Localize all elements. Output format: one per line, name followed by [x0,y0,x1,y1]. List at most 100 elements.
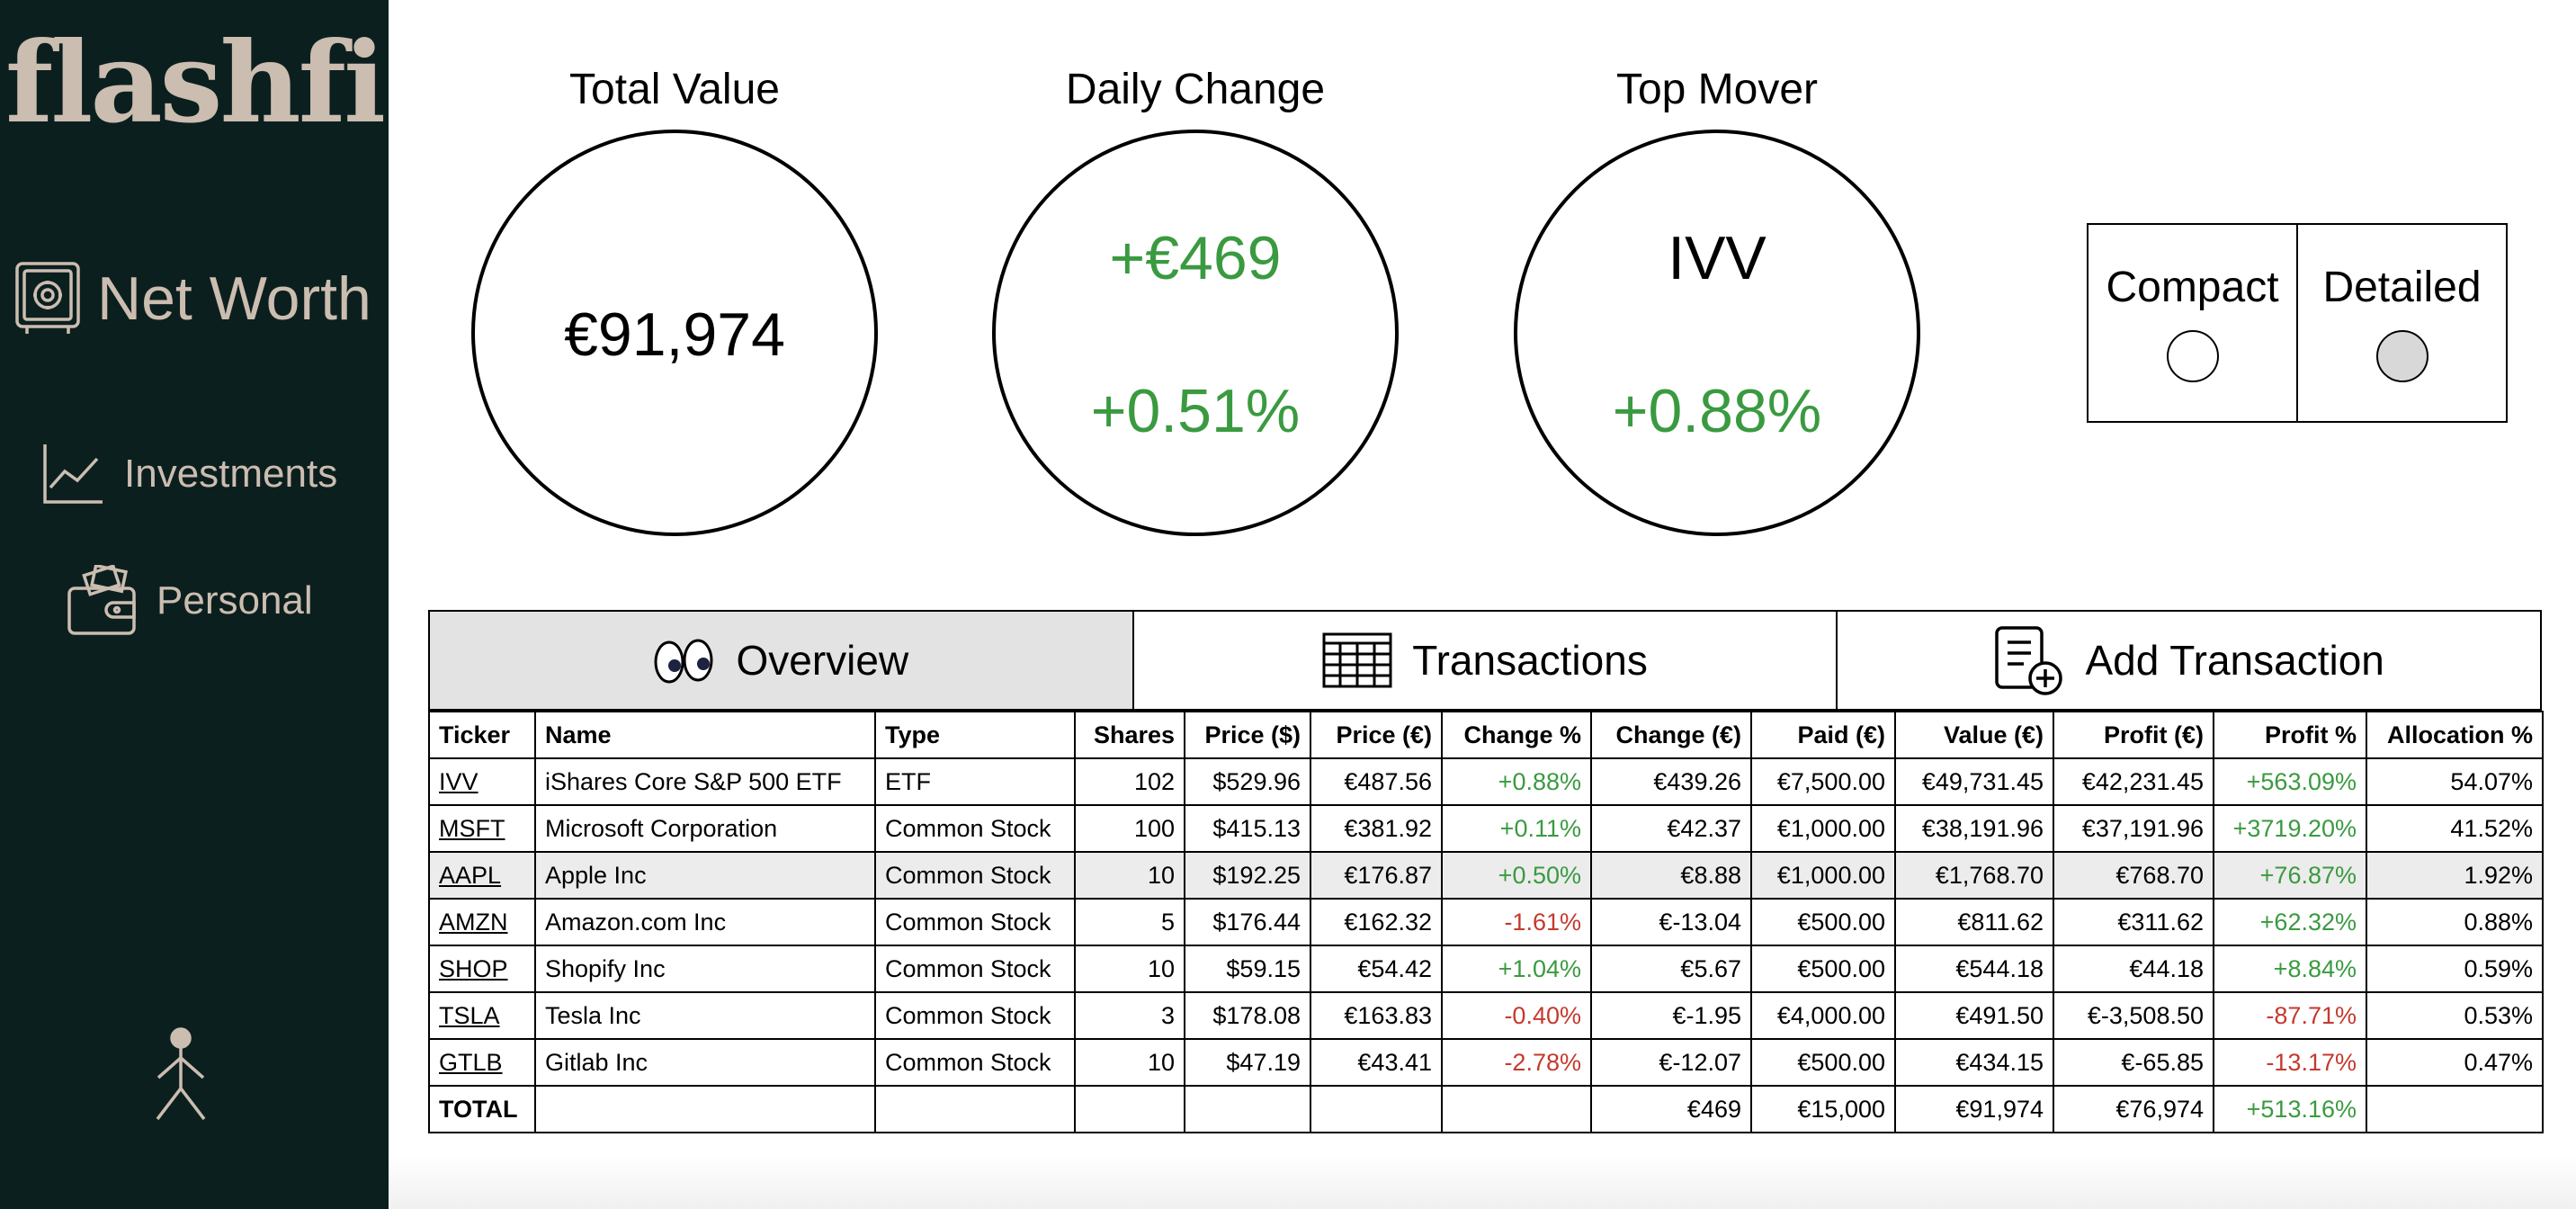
cell-shares: 102 [1074,757,1185,806]
top-mover-percent: +0.88% [1612,377,1822,445]
tab-overview[interactable]: Overview [430,612,1132,709]
daily-change-percent: +0.51% [1090,377,1301,445]
cell-type: Common Stock [874,804,1076,853]
cell-profit-eur: €42,231.45 [2053,757,2214,806]
ticker-link[interactable]: AAPL [428,851,536,900]
column-header[interactable]: Paid (€) [1750,711,1896,759]
cell-price-usd: $59.15 [1184,945,1311,993]
column-header[interactable]: Allocation % [2366,711,2544,759]
daily-change-amount: +€469 [1109,224,1282,292]
compact-label: Compact [2106,264,2279,311]
column-header[interactable]: Name [534,711,876,759]
cell-allocation: 0.47% [2366,1038,2544,1087]
tab-transactions[interactable]: Transactions [1131,612,1837,709]
cell-name: Gitlab Inc [534,1038,876,1087]
page-bottom-shade [389,1155,2576,1209]
cell-change-eur: €-12.07 [1590,1038,1752,1087]
cell-value: €1,768.70 [1894,851,2054,900]
cell-value: €434.15 [1894,1038,2054,1087]
sidebar-item-investments[interactable]: Investments [41,443,337,506]
cell-name: Apple Inc [534,851,876,900]
table-row: GTLB Gitlab Inc Common Stock 10 $47.19 €… [428,1038,2544,1087]
cell-type: Common Stock [874,1038,1076,1087]
ticker-link[interactable]: TSLA [428,991,536,1040]
column-header[interactable]: Price ($) [1184,711,1311,759]
table-row: TSLA Tesla Inc Common Stock 3 $178.08 €1… [428,991,2544,1040]
column-header[interactable]: Profit % [2213,711,2367,759]
cell-allocation: 54.07% [2366,757,2544,806]
holdings-table: Ticker Name Type Shares Price ($) Price … [428,711,2544,1133]
total-empty-cell [1441,1085,1592,1133]
app-logo[interactable]: flashfi [4,18,386,148]
total-empty-cell [1074,1085,1185,1133]
ticker-link[interactable]: GTLB [428,1038,536,1087]
cell-change-pct: -0.40% [1441,991,1592,1040]
total-empty-cell [1310,1085,1443,1133]
cell-paid: €7,500.00 [1750,757,1896,806]
cell-name: Microsoft Corporation [534,804,876,853]
total-value: €91,974 [1894,1085,2054,1133]
cell-shares: 3 [1074,991,1185,1040]
view-mode-toggle: Compact Detailed [2087,223,2508,423]
daily-change-circle: +€469 +0.51% [992,130,1399,536]
column-header[interactable]: Shares [1074,711,1185,759]
total-empty-cell [2366,1085,2544,1133]
cell-price-eur: €43.41 [1310,1038,1443,1087]
column-header[interactable]: Change % [1441,711,1592,759]
sidebar-item-net-worth[interactable]: Net Worth [14,261,371,336]
compact-radio[interactable] [2166,330,2219,382]
cell-allocation: 41.52% [2366,804,2544,853]
table-row: AMZN Amazon.com Inc Common Stock 5 $176.… [428,898,2544,946]
tab-label: Add Transaction [2085,637,2384,684]
daily-change-title: Daily Change [1065,66,1326,113]
ticker-link[interactable]: IVV [428,757,536,806]
detailed-option[interactable]: Detailed [2298,223,2508,423]
total-value-amount: €91,974 [564,300,785,369]
cell-name: Shopify Inc [534,945,876,993]
cell-profit-pct: +3719.20% [2213,804,2367,853]
column-header[interactable]: Change (€) [1590,711,1752,759]
total-profit-pct: +513.16% [2213,1085,2367,1133]
total-empty-cell [534,1085,876,1133]
column-header[interactable]: Type [874,711,1076,759]
cell-paid: €500.00 [1750,945,1896,993]
column-header[interactable]: Value (€) [1894,711,2054,759]
cell-profit-eur: €-65.85 [2053,1038,2214,1087]
cell-allocation: 0.88% [2366,898,2544,946]
tab-add-transaction[interactable]: Add Transaction [1836,612,2540,709]
tab-bar: Overview Transactions Add Transaction [428,610,2542,711]
sidebar-item-label: Personal [157,578,313,622]
document-add-icon [1995,626,2063,695]
top-mover-title: Top Mover [1615,66,1819,113]
eyes-icon [654,639,713,684]
cell-price-usd: $176.44 [1184,898,1311,946]
wallet-icon [67,565,136,635]
cell-change-eur: €5.67 [1590,945,1752,993]
safe-icon [15,262,80,334]
ticker-link[interactable]: AMZN [428,898,536,946]
cell-type: Common Stock [874,945,1076,993]
compact-option[interactable]: Compact [2087,223,2298,423]
cell-profit-eur: €311.62 [2053,898,2214,946]
cell-shares: 10 [1074,945,1185,993]
tab-label: Overview [736,637,909,684]
sidebar-item-personal[interactable]: Personal [67,565,313,637]
total-empty-cell [874,1085,1076,1133]
ticker-link[interactable]: SHOP [428,945,536,993]
cell-type: Common Stock [874,991,1076,1040]
column-header[interactable]: Profit (€) [2053,711,2214,759]
sidebar-item-label: Net Worth [97,264,371,333]
detailed-label: Detailed [2322,264,2482,311]
column-header[interactable]: Ticker [428,711,536,759]
cell-paid: €500.00 [1750,898,1896,946]
ticker-link[interactable]: MSFT [428,804,536,853]
user-stick-figure-icon[interactable] [153,1027,209,1123]
cell-change-eur: €-1.95 [1590,991,1752,1040]
cell-profit-pct: +8.84% [2213,945,2367,993]
detailed-radio[interactable] [2375,330,2428,382]
total-empty-cell [1184,1085,1311,1133]
column-header[interactable]: Price (€) [1310,711,1443,759]
cell-shares: 10 [1074,1038,1185,1087]
cell-change-pct: +0.11% [1441,804,1592,853]
table-header-row: Ticker Name Type Shares Price ($) Price … [428,711,2544,759]
